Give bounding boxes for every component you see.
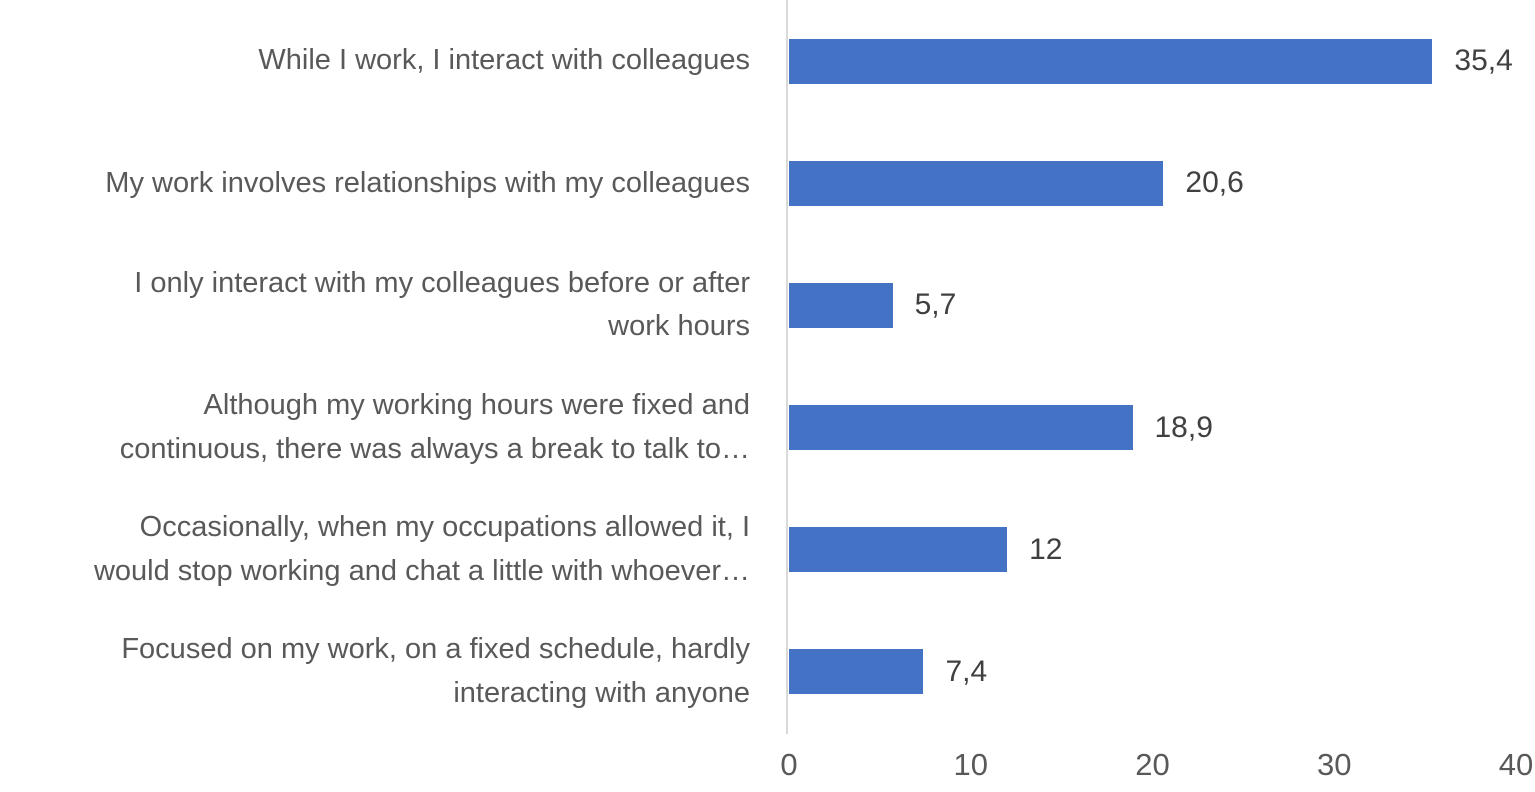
bar-track: 20,6 xyxy=(789,160,1516,206)
bar xyxy=(789,405,1133,451)
x-tick-label: 30 xyxy=(1317,747,1352,782)
bar-track: 35,4 xyxy=(789,38,1516,84)
bar xyxy=(789,160,1164,206)
x-tick-label: 20 xyxy=(1135,747,1170,782)
bar-row: Focused on my work, on a fixed schedule,… xyxy=(0,611,1535,733)
x-tick-label: 0 xyxy=(780,747,798,782)
bar-row: My work involves relationships with my c… xyxy=(0,122,1535,244)
category-label: Occasionally, when my occupations allowe… xyxy=(93,511,750,587)
category-label: I only interact with my colleagues befor… xyxy=(134,266,750,343)
bar-track: 18,9 xyxy=(789,405,1516,451)
bar-track: 7,4 xyxy=(789,649,1516,695)
bar-row: I only interact with my colleagues befor… xyxy=(0,244,1535,366)
category-label: Although my working hours were fixed and… xyxy=(119,389,750,465)
bar-row: While I work, I interact with colleagues… xyxy=(0,0,1535,122)
value-axis: 0 10 20 30 40 xyxy=(780,747,1533,788)
value-label: 18,9 xyxy=(1154,410,1213,444)
value-label: 12 xyxy=(1029,532,1063,566)
bar xyxy=(789,527,1008,573)
value-label: 5,7 xyxy=(914,288,957,322)
category-label: Focused on my work, on a fixed schedule,… xyxy=(121,633,750,709)
bar xyxy=(789,282,893,328)
plot-area: While I work, I interact with colleagues… xyxy=(0,0,1535,733)
x-tick-label: 40 xyxy=(1498,747,1534,782)
x-tick-label: 10 xyxy=(953,747,988,782)
category-axis-line xyxy=(786,0,788,734)
category-label: My work involves relationships with my c… xyxy=(105,166,750,199)
bar xyxy=(789,649,924,695)
bar xyxy=(789,38,1433,84)
bar-row: Occasionally, when my occupations allowe… xyxy=(0,489,1535,611)
category-label: While I work, I interact with colleagues xyxy=(258,44,750,77)
value-label: 35,4 xyxy=(1454,44,1513,78)
bar-track: 5,7 xyxy=(789,282,1516,328)
bar-row: Although my working hours were fixed and… xyxy=(0,367,1535,489)
value-label: 7,4 xyxy=(945,654,988,688)
value-label: 20,6 xyxy=(1185,166,1244,200)
bar-track: 12 xyxy=(789,527,1516,573)
